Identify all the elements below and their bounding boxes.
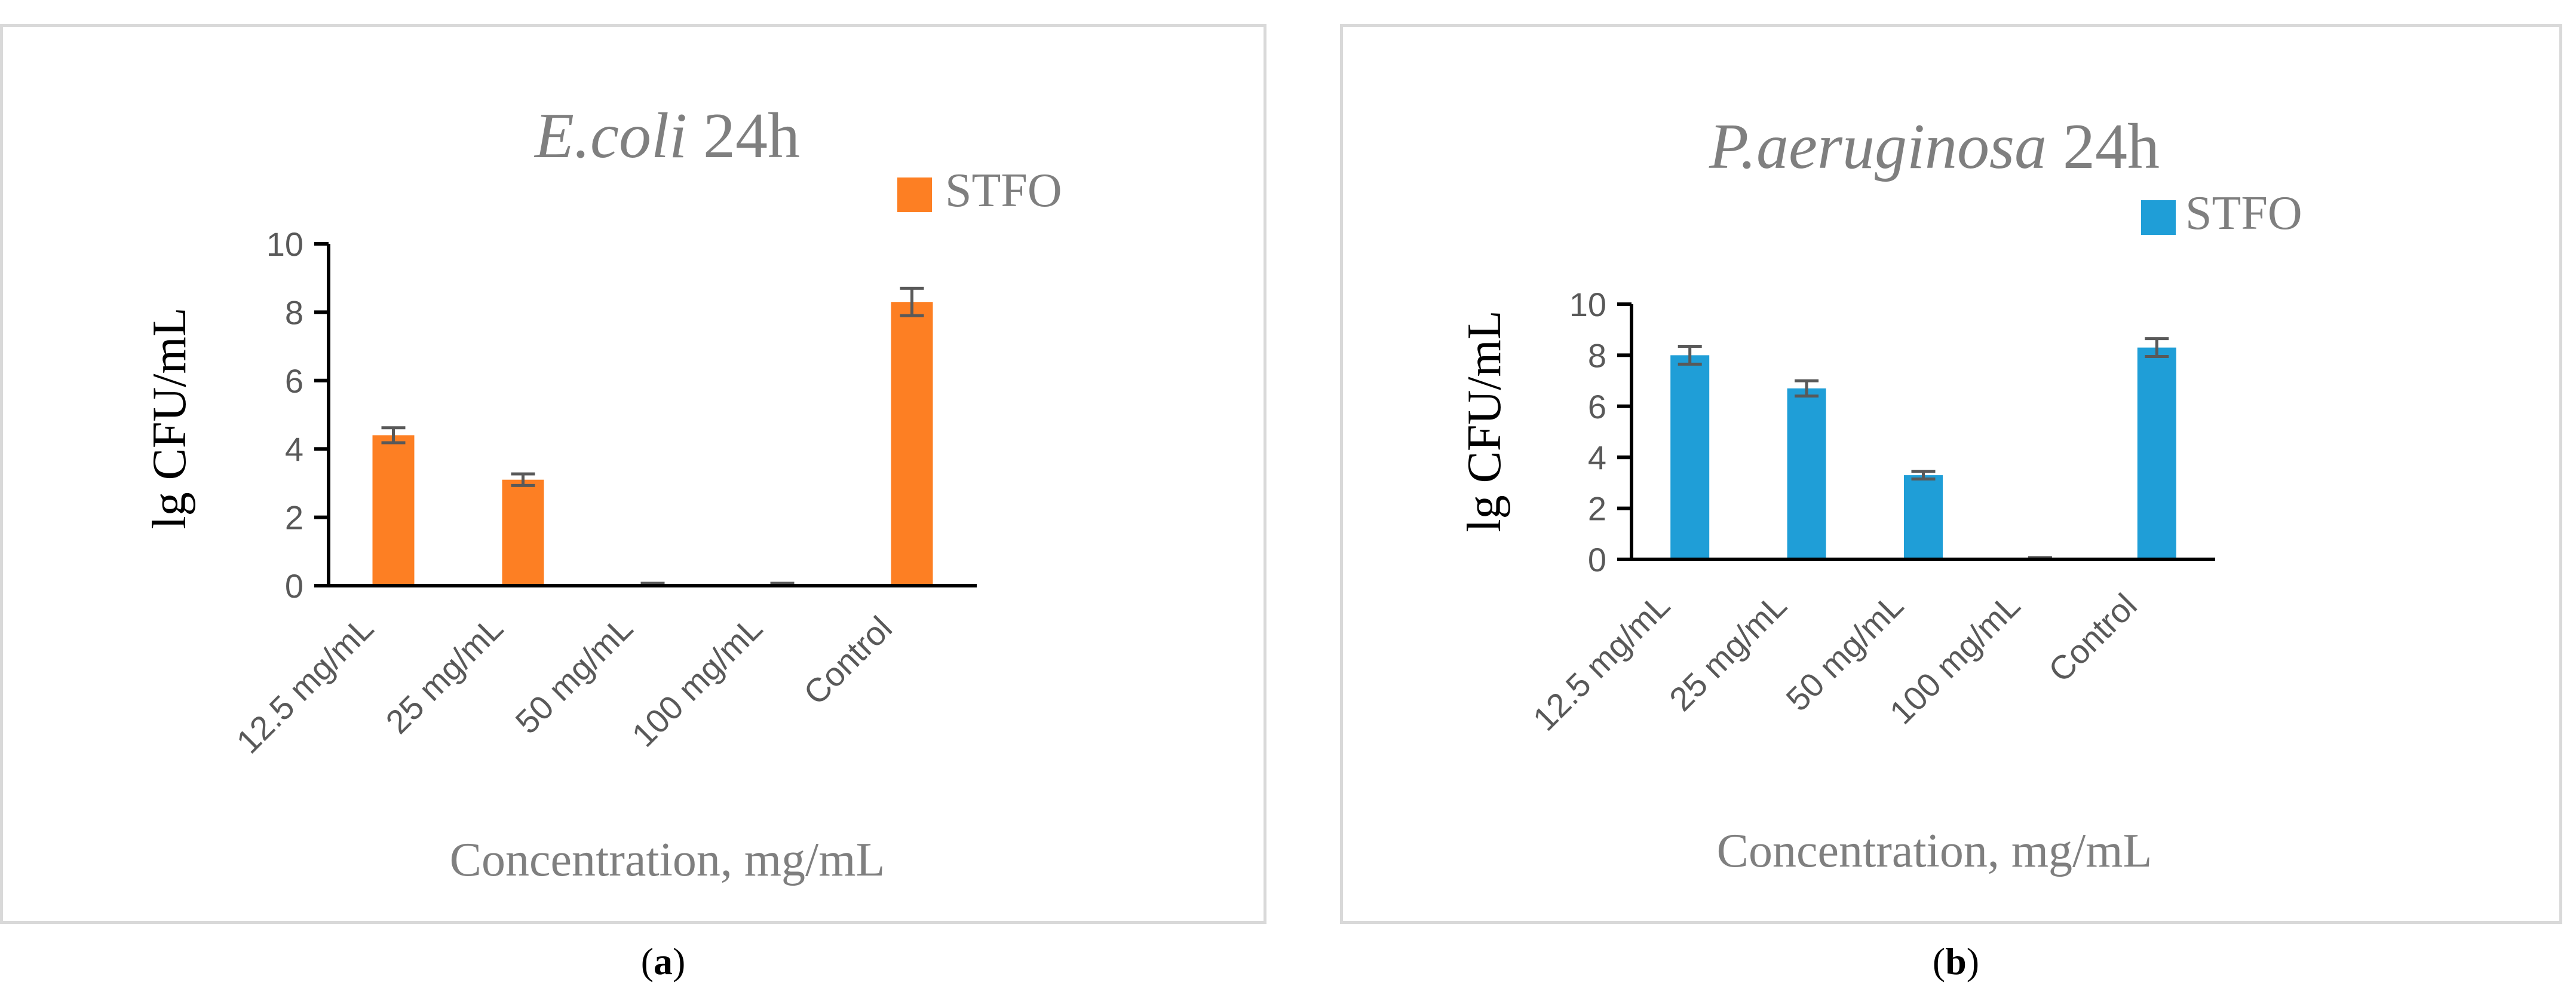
- y-tick-label: 4: [285, 430, 303, 468]
- x-axis-title: Concentration, mg/mL: [450, 834, 885, 886]
- chart-frame: E.coli 24h STFO 0 2 4 6 8 10 12.5 mg/mL 25 mg/mL 5…: [0, 24, 1266, 924]
- bar: [2137, 347, 2176, 559]
- panel-caption-a: (a): [640, 940, 686, 982]
- legend-swatch: [897, 177, 932, 212]
- x-tick-label: 100 mg/mL: [624, 609, 769, 754]
- chart-frame: P.aeruginosa 24h STFO 0 2 4 6 8 10 12.5 mg/mL 25 …: [1340, 24, 2562, 924]
- y-tick-label: 10: [1569, 286, 1606, 323]
- x-tick-label: 12.5 mg/mL: [229, 609, 381, 761]
- y-tick-label: 6: [285, 362, 303, 400]
- y-tick-label: 0: [1588, 541, 1606, 579]
- x-tick-label: 25 mg/mL: [378, 609, 510, 741]
- y-tick-label: 2: [285, 499, 303, 537]
- x-tick-label: 12.5 mg/mL: [1526, 586, 1678, 738]
- bar-chart-paeruginosa: P.aeruginosa 24h STFO 0 2 4 6 8 10 12.5 mg/mL25 …: [1458, 111, 2302, 877]
- panel-caption-b: (b): [1932, 940, 1980, 982]
- bar: [372, 435, 415, 586]
- x-tick-label: Control: [796, 609, 899, 712]
- y-tick-label: 0: [285, 567, 303, 605]
- x-tick-label: Control: [2041, 586, 2144, 689]
- legend-swatch: [2141, 200, 2176, 235]
- bar: [1670, 355, 1710, 559]
- chart-title: P.aeruginosa 24h: [1709, 111, 2160, 182]
- y-tick-label: 8: [285, 293, 303, 331]
- y-tick-label: 2: [1588, 490, 1606, 528]
- x-tick-label: 25 mg/mL: [1662, 586, 1794, 718]
- y-tick-label: 4: [1588, 439, 1606, 476]
- bar: [502, 479, 544, 586]
- legend-label: STFO: [2185, 187, 2302, 240]
- y-tick-label: 10: [266, 225, 303, 263]
- y-axis-title: lg CFU/mL: [1458, 310, 1511, 532]
- x-tick-label: 50 mg/mL: [508, 609, 640, 741]
- y-tick-label: 6: [1588, 388, 1606, 426]
- y-tick-label: 8: [1588, 336, 1606, 374]
- bar: [891, 302, 933, 586]
- chart-title: E.coli 24h: [533, 100, 800, 172]
- bar: [1787, 388, 1826, 559]
- x-axis-title: Concentration, mg/mL: [1717, 825, 2152, 877]
- legend-label: STFO: [945, 164, 1062, 217]
- y-axis-title: lg CFU/mL: [143, 307, 196, 529]
- bar: [1904, 475, 1943, 559]
